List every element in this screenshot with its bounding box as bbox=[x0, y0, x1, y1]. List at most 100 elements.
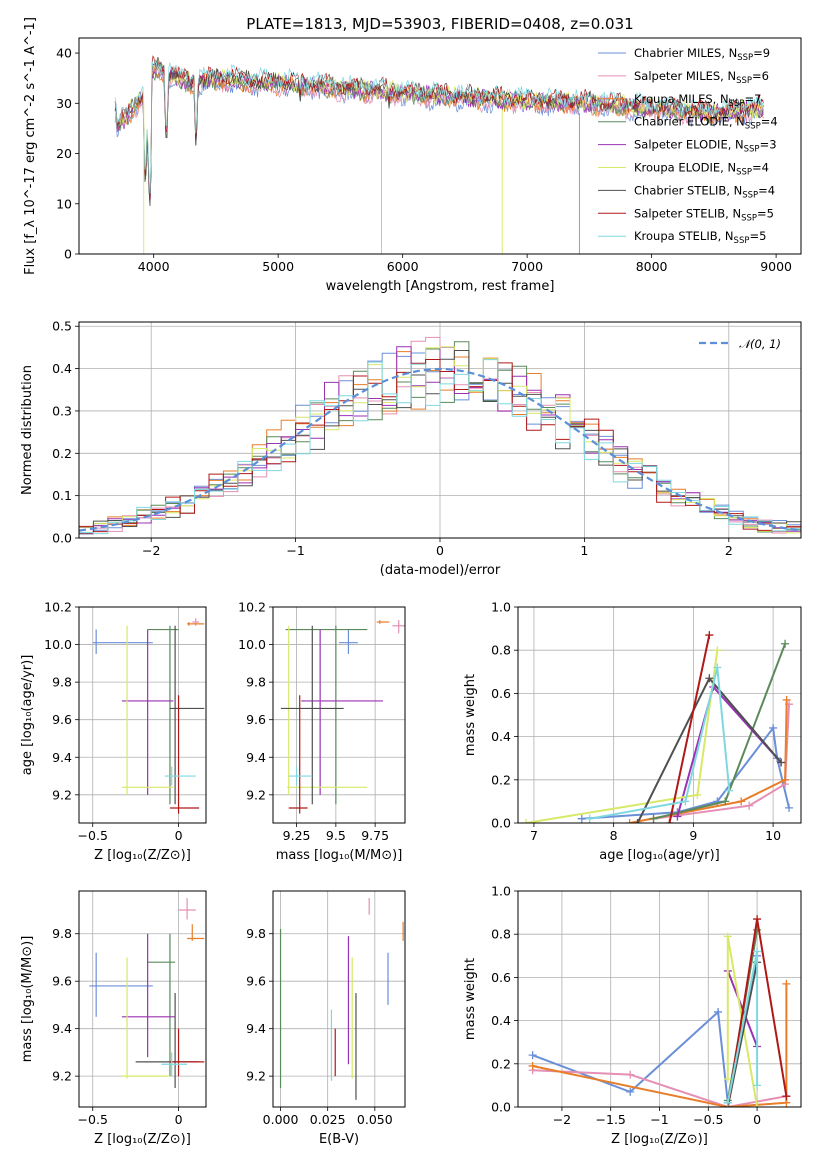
x-tick-label: −1 bbox=[650, 1112, 668, 1127]
spectrum-line-kroupa-stelib bbox=[114, 60, 764, 194]
histogram-step-kroupa-stelib bbox=[79, 359, 801, 535]
mass-weight-marker-chabrier-miles bbox=[769, 723, 778, 732]
x-tick-label: 7000 bbox=[511, 259, 543, 274]
legend-subscript: SSP bbox=[729, 99, 745, 109]
mass-weight-marker-salpeter-stelib bbox=[782, 1092, 791, 1101]
y-tick-label: 0.5 bbox=[52, 319, 72, 334]
y-tick-label: 0.4 bbox=[52, 361, 72, 376]
y-tick-label: 9.8 bbox=[52, 675, 72, 690]
y-axis-label: Flux [f_λ 10^-17 erg cm^-2 s^-1 A^-1] bbox=[23, 17, 38, 275]
y-tick-label: 20 bbox=[56, 146, 72, 161]
legend-value: =4 bbox=[758, 183, 775, 197]
x-tick-label: 0 bbox=[436, 543, 444, 558]
x-tick-label: 8000 bbox=[636, 259, 668, 274]
legend-text: Salpeter MILES, N bbox=[634, 69, 736, 83]
y-tick-label: 0.2 bbox=[52, 446, 72, 461]
axes-frame bbox=[272, 606, 406, 824]
mass-weight-line-chabrier-elodie bbox=[653, 643, 787, 820]
mass-weight-marker-kroupa-elodie bbox=[723, 932, 732, 941]
legend-text: Chabrier ELODIE, N bbox=[634, 115, 745, 129]
gaussian-curve bbox=[79, 367, 801, 532]
x-tick-label: 5000 bbox=[262, 259, 294, 274]
legend-value: =4 bbox=[752, 161, 769, 175]
legend-value: =4 bbox=[761, 115, 778, 129]
mass-weight-line-kroupa-stelib bbox=[589, 667, 731, 820]
y-tick-label: 0.3 bbox=[52, 403, 72, 418]
x-axis-label: age [log₁₀(age/yr)] bbox=[599, 848, 720, 863]
mass-weight-line-chabrier-miles bbox=[581, 725, 790, 820]
x-tick-label: 9.25 bbox=[283, 828, 311, 843]
legend-subscript: SSP bbox=[737, 53, 753, 63]
mass-weight-marker-chabrier-miles bbox=[577, 814, 586, 823]
legend-subscript: SSP bbox=[744, 145, 760, 155]
mass-weight-marker-chabrier-miles bbox=[714, 1007, 723, 1016]
legend-text: Chabrier STELIB, N bbox=[634, 183, 742, 197]
mass-weight-line-kroupa-miles bbox=[629, 699, 788, 823]
x-tick-label: 1 bbox=[580, 543, 588, 558]
y-tick-label: 9.8 bbox=[246, 926, 266, 941]
y-tick-label: 9.2 bbox=[52, 1069, 72, 1084]
y-axis-label: Normed distribution bbox=[20, 365, 35, 495]
plot-area bbox=[92, 618, 205, 814]
legend-subscript: SSP bbox=[734, 236, 750, 246]
y-tick-label: 10.2 bbox=[238, 600, 266, 615]
x-axis-label: (data-model)/error bbox=[380, 563, 501, 578]
axes-frame bbox=[78, 37, 802, 255]
y-tick-label: 10.2 bbox=[44, 600, 72, 615]
plot-area bbox=[528, 915, 791, 1107]
mass-weight-marker-kroupa-stelib bbox=[753, 1081, 762, 1090]
legend-entry-kroupa-stelib: Kroupa STELIB, NSSP=5 bbox=[634, 229, 766, 246]
spectrum-panel: 4000 5000 6000 7000 8000 9000 0 10 20 30 40 wavelen… bbox=[23, 17, 802, 294]
legend-text: Chabrier MILES, N bbox=[634, 46, 737, 60]
x-tick-label: −1.5 bbox=[596, 1112, 626, 1127]
plot-area bbox=[521, 631, 794, 823]
y-tick-label: 9.4 bbox=[52, 1021, 72, 1036]
mass-weight-marker-kroupa-stelib bbox=[723, 1098, 732, 1107]
histogram-step-salpeter-stelib bbox=[79, 359, 801, 533]
y-tick-label: 10.0 bbox=[44, 637, 72, 652]
y-tick-label: 0.4 bbox=[491, 729, 511, 744]
y-tick-label: 10.0 bbox=[238, 637, 266, 652]
mass-weight-marker-chabrier-elodie bbox=[721, 797, 730, 806]
mass-weight-marker-kroupa-elodie bbox=[693, 790, 702, 799]
mass-weight-marker-kroupa-stelib bbox=[681, 797, 690, 806]
mass-weight-marker-kroupa-miles bbox=[528, 1061, 537, 1070]
spectrum-line-salpeter-stelib bbox=[114, 55, 764, 200]
legend-entry-chabrier-miles: Chabrier MILES, NSSP=9 bbox=[634, 46, 770, 63]
mass-weight-marker-kroupa-miles bbox=[781, 775, 790, 784]
y-tick-label: 0.4 bbox=[491, 1013, 511, 1028]
legend-text: Kroupa ELODIE, N bbox=[634, 161, 736, 175]
mass-weight-marker-salpeter-stelib bbox=[705, 631, 714, 640]
legend-entry-kroupa-miles: Kroupa MILES, NSSP=7 bbox=[634, 92, 761, 109]
y-tick-label: 0.0 bbox=[491, 1100, 511, 1115]
y-tick-label: 40 bbox=[56, 46, 72, 61]
legend-entry-chabrier-elodie: Chabrier ELODIE, NSSP=4 bbox=[634, 115, 778, 132]
mass-weight-marker-kroupa-miles bbox=[737, 797, 746, 806]
mass-weight-marker-salpeter-miles bbox=[745, 801, 754, 810]
y-tick-label: 0.6 bbox=[491, 970, 511, 985]
y-tick-label: 0.2 bbox=[491, 1056, 511, 1071]
legend-subscript: SSP bbox=[745, 122, 761, 132]
axes-frame bbox=[78, 606, 207, 824]
y-tick-label: 9.2 bbox=[246, 1069, 266, 1084]
mass-weight-marker-salpeter-elodie bbox=[673, 812, 682, 821]
y-tick-label: 1.0 bbox=[491, 600, 511, 615]
x-tick-label: 9.75 bbox=[361, 828, 389, 843]
mass-weight-marker-chabrier-stelib bbox=[777, 758, 786, 767]
mass-weight-line-salpeter-miles bbox=[653, 704, 790, 820]
y-tick-label: 0.2 bbox=[491, 772, 511, 787]
mass-weight-marker-chabrier-miles bbox=[785, 803, 794, 812]
y-tick-label: 9.6 bbox=[52, 712, 72, 727]
mass-weight-marker-chabrier-miles bbox=[528, 1051, 537, 1060]
legend-value: =5 bbox=[757, 206, 774, 220]
x-tick-label: −2 bbox=[553, 1112, 571, 1127]
mass-weight-line-chabrier-miles bbox=[532, 955, 759, 1103]
age-vs-mass-panel: 9.25 9.5 9.75 9.2 9.4 9.6 9.8 10.0 10.2 mass [log… bbox=[238, 600, 406, 863]
legend-value: =9 bbox=[753, 46, 770, 60]
mass-weight-marker-chabrier-stelib bbox=[633, 819, 642, 823]
y-tick-label: 9.8 bbox=[52, 926, 72, 941]
y-axis-label: mass weight bbox=[463, 958, 478, 1040]
legend-subscript: SSP bbox=[742, 190, 758, 200]
mass-weight-marker-kroupa-stelib bbox=[753, 947, 762, 956]
x-tick-label: 0.025 bbox=[310, 1112, 346, 1127]
